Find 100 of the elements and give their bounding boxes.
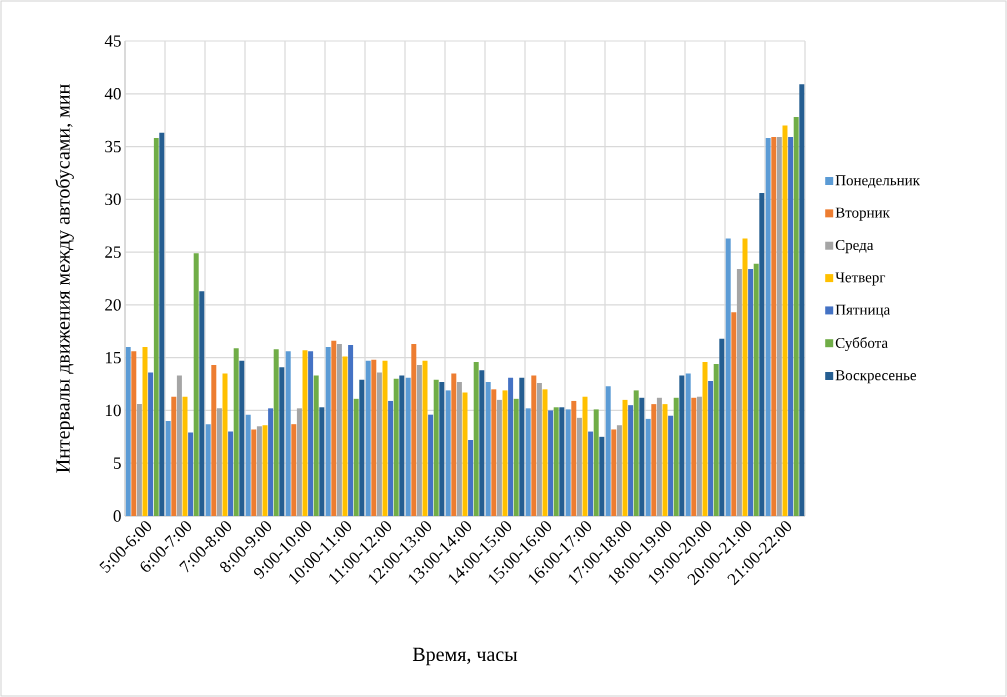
bar <box>228 431 234 516</box>
bar <box>445 390 451 516</box>
bar <box>268 408 274 516</box>
bar <box>633 390 639 516</box>
bar <box>679 375 685 516</box>
bar <box>468 440 474 516</box>
y-tick-label: 0 <box>113 510 121 522</box>
bar <box>696 396 702 516</box>
legend-label: Пятница <box>835 304 891 318</box>
bar <box>759 193 765 516</box>
bar <box>496 399 502 516</box>
bar <box>233 348 239 516</box>
bar <box>753 263 759 516</box>
bar <box>348 345 354 516</box>
bar <box>302 350 308 516</box>
bar <box>565 409 571 516</box>
bar <box>571 400 577 516</box>
bar <box>165 421 171 516</box>
bar <box>451 373 457 516</box>
bar <box>559 407 565 516</box>
bar <box>616 425 622 516</box>
bar <box>262 425 268 516</box>
bar <box>582 396 588 516</box>
legend-label: Четверг <box>835 272 886 286</box>
bar <box>256 426 262 516</box>
bar <box>388 400 394 516</box>
bar <box>273 349 279 516</box>
bar <box>205 424 211 516</box>
bar <box>719 338 725 516</box>
bar <box>159 132 165 516</box>
bar <box>433 379 439 516</box>
bar <box>519 377 525 516</box>
bar <box>479 370 485 516</box>
bar <box>153 138 159 516</box>
legend-label: Среда <box>835 240 874 254</box>
y-tick-label: 10 <box>105 404 121 417</box>
bar <box>296 408 302 516</box>
bar <box>325 347 331 516</box>
bar <box>525 408 531 516</box>
bar <box>662 404 668 516</box>
bar <box>576 417 582 516</box>
bar <box>508 377 514 516</box>
bar <box>628 405 634 516</box>
bar <box>439 381 445 516</box>
bar <box>771 137 777 516</box>
y-tick-label: 30 <box>105 193 121 206</box>
bar <box>245 414 251 516</box>
y-axis-title: Интервалы движения между автобусами, мин <box>55 84 74 473</box>
bar <box>222 373 228 516</box>
bar <box>708 380 714 516</box>
bar <box>188 432 194 516</box>
y-tick-label: 25 <box>105 246 121 258</box>
bar <box>125 347 131 516</box>
bar <box>216 408 222 516</box>
y-tick-label: 35 <box>105 140 121 153</box>
bar <box>382 360 388 516</box>
bar <box>371 359 377 516</box>
bar <box>136 404 142 516</box>
bar <box>176 375 182 516</box>
legend-label: Суббота <box>835 337 888 352</box>
bar <box>605 386 611 516</box>
bar <box>639 397 645 516</box>
bar <box>691 397 697 516</box>
bar <box>365 360 371 516</box>
bar <box>331 340 337 516</box>
bar <box>399 375 405 516</box>
bar <box>405 377 411 516</box>
bar <box>593 409 599 516</box>
bar <box>485 381 491 516</box>
bar <box>702 361 708 516</box>
bar <box>553 407 559 516</box>
y-tick-label: 45 <box>104 35 121 47</box>
bar <box>462 392 468 516</box>
legend-label: Вторник <box>835 207 890 221</box>
bar <box>239 360 245 516</box>
bar <box>353 398 359 516</box>
bar <box>651 404 657 516</box>
bar <box>588 431 594 516</box>
bar <box>411 343 417 516</box>
bar <box>456 381 462 516</box>
bar <box>673 397 679 516</box>
bar <box>319 407 325 516</box>
bar <box>428 414 434 516</box>
bar <box>491 389 497 516</box>
bar <box>513 398 519 516</box>
y-tick-label: 15 <box>105 351 121 364</box>
bar <box>645 418 651 516</box>
bar <box>131 351 137 516</box>
bar <box>359 379 365 516</box>
bar <box>199 291 205 516</box>
bar <box>531 375 537 516</box>
bar <box>548 410 554 516</box>
bar <box>748 269 754 516</box>
x-axis-title: Время, часы <box>412 647 518 666</box>
bar <box>148 372 154 516</box>
bar <box>393 378 399 516</box>
bar <box>622 399 628 516</box>
legend-label: Понедельник <box>835 175 920 189</box>
bar <box>656 397 662 516</box>
legend-label: Воскресенье <box>835 370 917 384</box>
